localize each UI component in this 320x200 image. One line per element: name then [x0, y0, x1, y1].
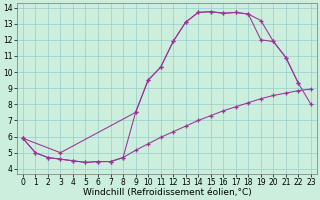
X-axis label: Windchill (Refroidissement éolien,°C): Windchill (Refroidissement éolien,°C)	[83, 188, 251, 197]
